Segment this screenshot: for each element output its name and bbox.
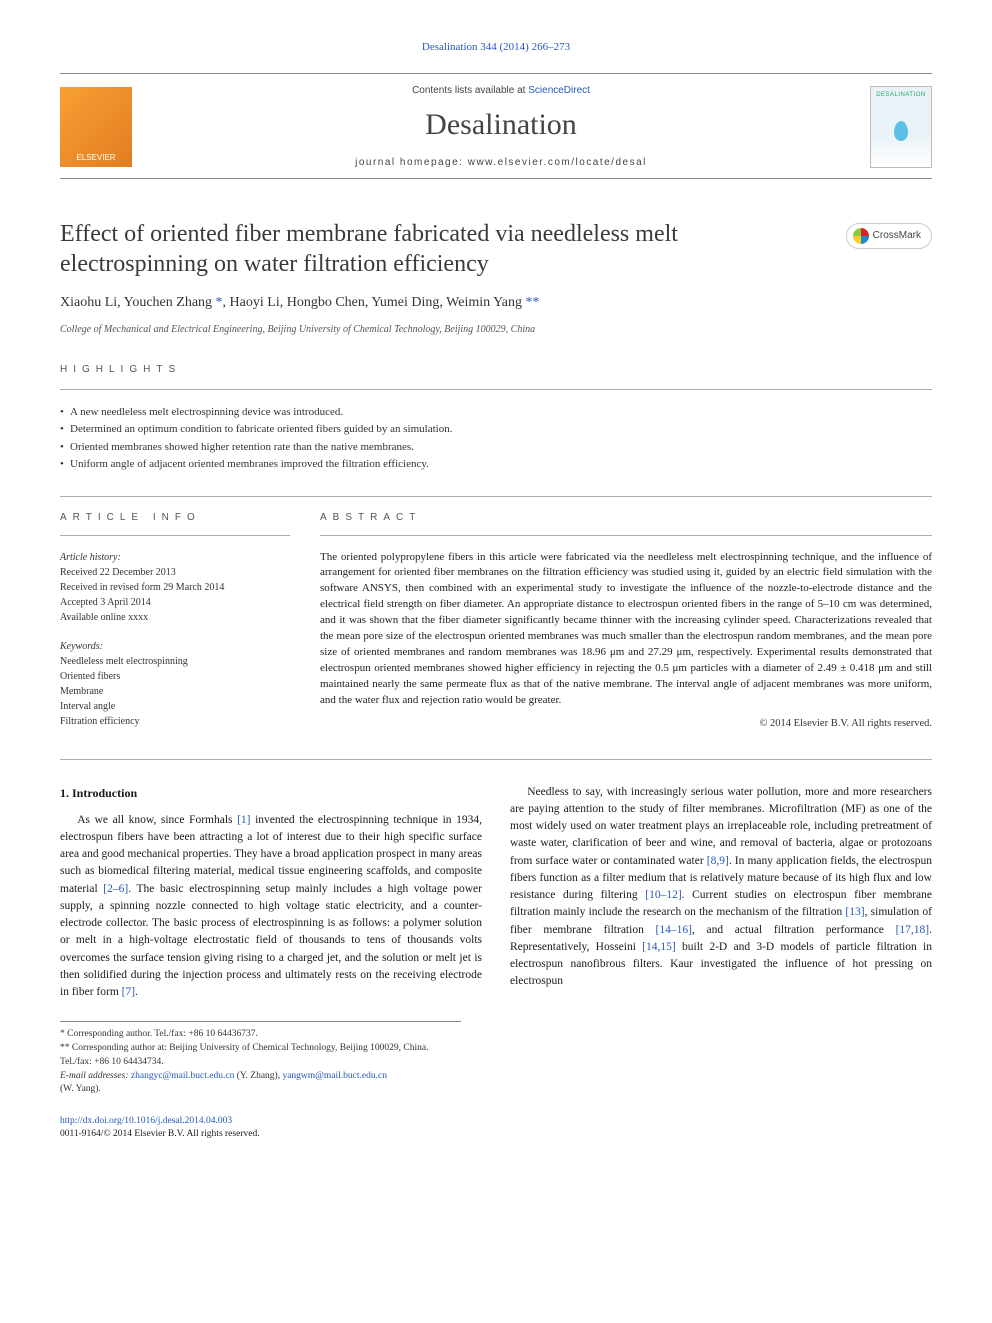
citation-link[interactable]: [7] xyxy=(122,986,135,998)
keyword: Oriented fibers xyxy=(60,669,290,684)
crossmark-label: CrossMark xyxy=(873,229,921,243)
text: As we all know, since Formhals xyxy=(77,814,237,826)
intro-heading: 1. Introduction xyxy=(60,784,482,802)
citation-link[interactable]: [8,9] xyxy=(707,855,729,867)
highlights-bottom-rule xyxy=(60,496,932,497)
highlights-heading: HIGHLIGHTS xyxy=(60,363,932,377)
abstract-column: ABSTRACT The oriented polypropylene fibe… xyxy=(320,511,932,743)
affiliation: College of Mechanical and Electrical Eng… xyxy=(60,323,932,337)
cover-label: DESALINATION xyxy=(871,91,931,99)
title-row: Effect of oriented fiber membrane fabric… xyxy=(60,219,932,293)
crossmark-icon xyxy=(853,228,869,244)
history-line: Received 22 December 2013 xyxy=(60,565,290,580)
abstract-rule xyxy=(320,535,932,536)
cla-prefix: Contents lists available at xyxy=(412,85,528,96)
email-link[interactable]: zhangyc@mail.buct.edu.cn xyxy=(131,1071,234,1081)
corresponding-footnotes: * Corresponding author. Tel./fax: +86 10… xyxy=(60,1021,461,1097)
abstract-copyright: © 2014 Elsevier B.V. All rights reserved… xyxy=(320,717,932,732)
intro-para-1: As we all know, since Formhals [1] inven… xyxy=(60,812,482,1002)
keywords-label: Keywords: xyxy=(60,639,290,654)
article-title: Effect of oriented fiber membrane fabric… xyxy=(60,219,826,279)
contents-lists-line: Contents lists available at ScienceDirec… xyxy=(152,84,850,98)
article-info-heading: ARTICLE INFO xyxy=(60,511,290,525)
abstract-text: The oriented polypropylene fibers in thi… xyxy=(320,550,932,709)
highlight-item: Uniform angle of adjacent oriented membr… xyxy=(60,456,932,473)
banner-middle: Contents lists available at ScienceDirec… xyxy=(132,84,870,170)
doi-block: http://dx.doi.org/10.1016/j.desal.2014.0… xyxy=(60,1115,932,1142)
citation-link[interactable]: [10–12] xyxy=(645,889,681,901)
email-link[interactable]: yangwm@mail.buct.edu.cn xyxy=(282,1071,387,1081)
footnote-emails: E-mail addresses: zhangyc@mail.buct.edu.… xyxy=(60,1070,461,1098)
history-line: Accepted 3 April 2014 xyxy=(60,595,290,610)
highlight-item: A new needleless melt electrospinning de… xyxy=(60,404,932,421)
history-line: Received in revised form 29 March 2014 xyxy=(60,580,290,595)
highlights-list: A new needleless melt electrospinning de… xyxy=(60,404,932,474)
history-line: Available online xxxx xyxy=(60,610,290,625)
publisher-logo: ELSEVIER xyxy=(60,87,132,167)
keyword: Membrane xyxy=(60,684,290,699)
issue-citation: Desalination 344 (2014) 266–273 xyxy=(60,40,932,55)
abstract-heading: ABSTRACT xyxy=(320,511,932,525)
article-info-rule xyxy=(60,535,290,536)
highlights-rule xyxy=(60,389,932,390)
authors-line: Xiaohu Li, Youchen Zhang *, Haoyi Li, Ho… xyxy=(60,293,932,313)
highlight-item: Oriented membranes showed higher retenti… xyxy=(60,439,932,456)
citation-link[interactable]: [2–6] xyxy=(103,883,128,895)
text: . The basic electrospinning setup mainly… xyxy=(60,883,482,999)
keywords-block: Keywords: Needleless melt electrospinnin… xyxy=(60,639,290,729)
article-history: Article history: Received 22 December 20… xyxy=(60,550,290,625)
journal-cover-thumb: DESALINATION xyxy=(870,86,932,168)
sciencedirect-link[interactable]: ScienceDirect xyxy=(528,85,590,96)
keyword: Interval angle xyxy=(60,699,290,714)
text: , and actual filtration performance xyxy=(692,924,896,936)
keyword: Filtration efficiency xyxy=(60,714,290,729)
highlight-item: Determined an optimum condition to fabri… xyxy=(60,421,932,438)
keyword: Needleless melt electrospinning xyxy=(60,654,290,669)
email-who: (Y. Zhang), xyxy=(234,1071,282,1081)
issn-copyright-line: 0011-9164/© 2014 Elsevier B.V. All right… xyxy=(60,1128,932,1141)
history-label: Article history: xyxy=(60,550,290,565)
citation-link[interactable]: [1] xyxy=(237,814,250,826)
citation-link[interactable]: [14–16] xyxy=(656,924,692,936)
citation-link[interactable]: [14,15] xyxy=(642,941,676,953)
intro-para-2: Needless to say, with increasingly serio… xyxy=(510,784,932,991)
journal-name: Desalination xyxy=(152,104,850,146)
journal-banner: ELSEVIER Contents lists available at Sci… xyxy=(60,73,932,179)
body-two-column: 1. Introduction As we all know, since Fo… xyxy=(60,784,932,1002)
article-info-column: ARTICLE INFO Article history: Received 2… xyxy=(60,511,290,743)
crossmark-badge[interactable]: CrossMark xyxy=(846,223,932,249)
journal-homepage-line: journal homepage: www.elsevier.com/locat… xyxy=(152,156,850,170)
email-who: (W. Yang). xyxy=(60,1084,101,1094)
citation-link[interactable]: [13] xyxy=(845,906,864,918)
citation-link[interactable]: [17,18] xyxy=(896,924,930,936)
text: . xyxy=(135,986,138,998)
email-label: E-mail addresses: xyxy=(60,1071,131,1081)
info-abstract-row: ARTICLE INFO Article history: Received 2… xyxy=(60,511,932,743)
doi-link[interactable]: http://dx.doi.org/10.1016/j.desal.2014.0… xyxy=(60,1116,232,1126)
footnote-1: * Corresponding author. Tel./fax: +86 10… xyxy=(60,1028,461,1042)
footnote-2: ** Corresponding author at: Beijing Univ… xyxy=(60,1042,461,1070)
abstract-bottom-rule xyxy=(60,759,932,760)
